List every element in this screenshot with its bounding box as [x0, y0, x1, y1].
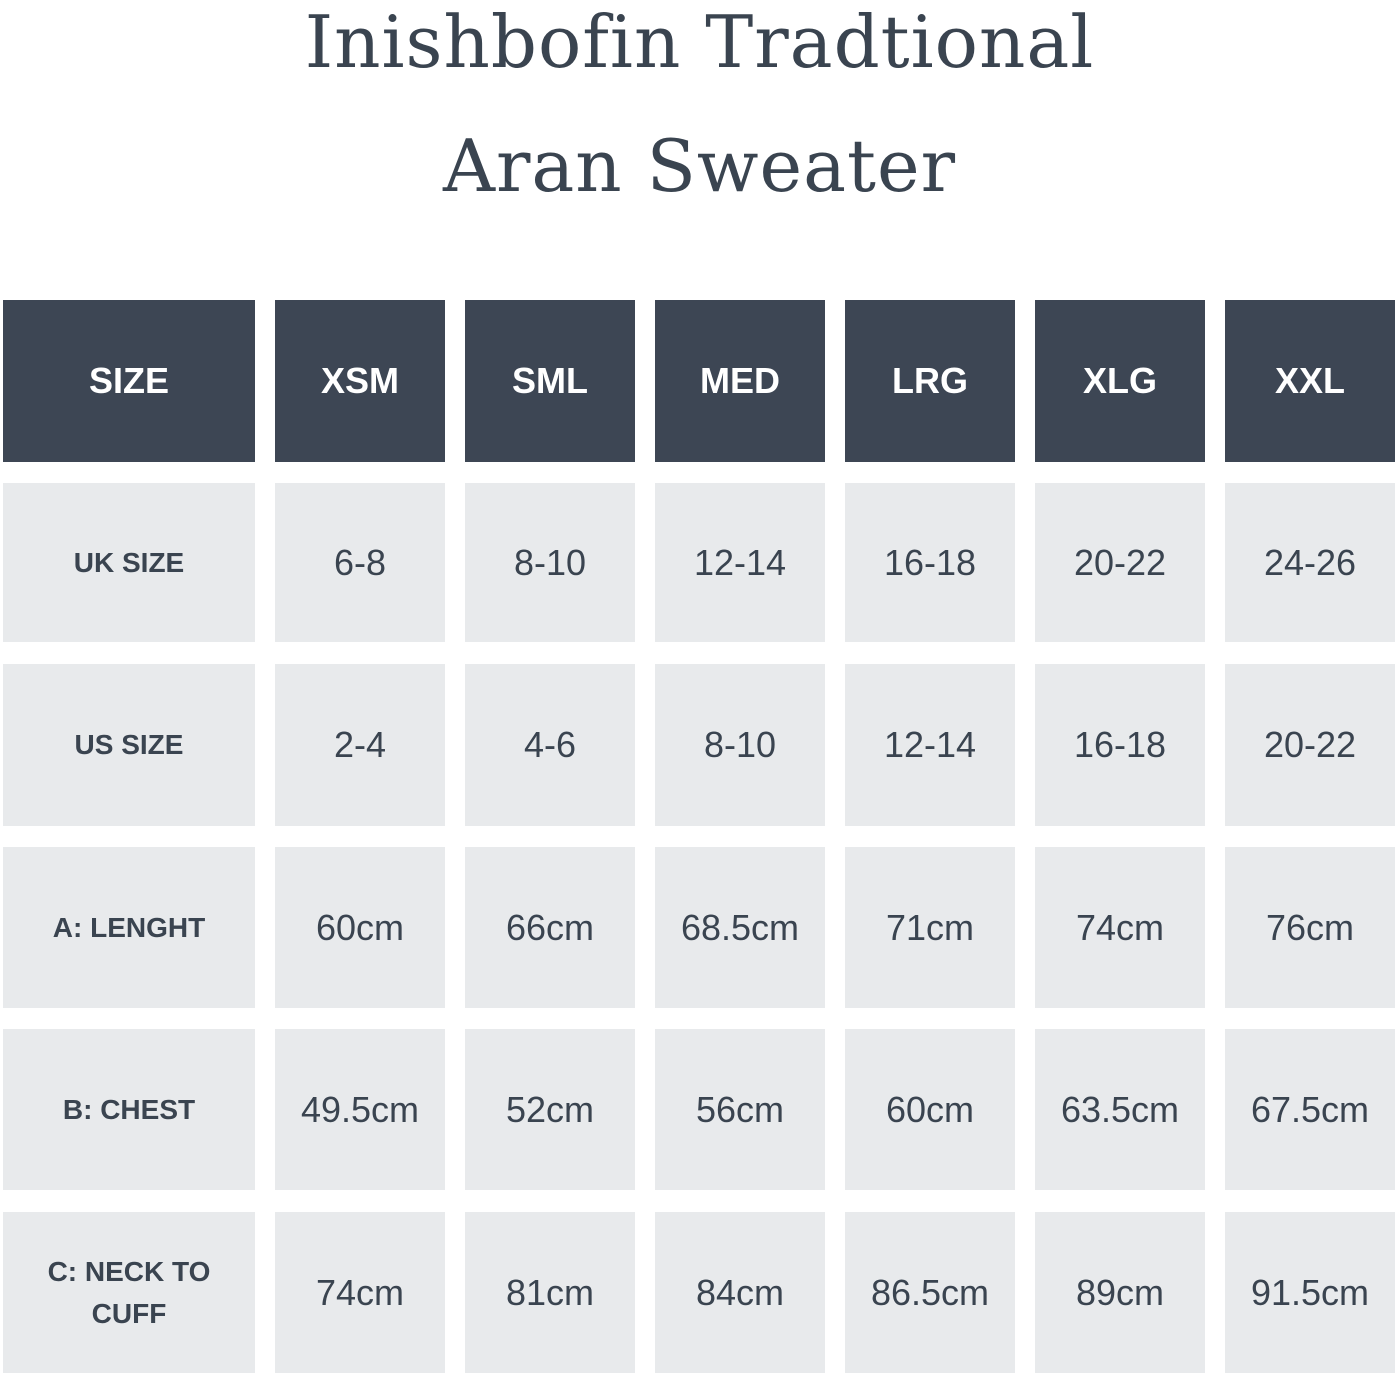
row-label: B: CHEST	[3, 1029, 255, 1190]
table-cell: 8-10	[465, 483, 635, 642]
header-cell: SML	[465, 300, 635, 462]
table-cell: 6-8	[275, 483, 445, 642]
table-cell: 16-18	[845, 483, 1015, 642]
title-line-2: Aran Sweater	[442, 124, 957, 208]
table-cell: 20-22	[1225, 664, 1395, 826]
table-cell: 24-26	[1225, 483, 1395, 642]
header-cell: XXL	[1225, 300, 1395, 462]
table-cell: 74cm	[275, 1212, 445, 1373]
table-cell: 60cm	[845, 1029, 1015, 1190]
header-cell: LRG	[845, 300, 1015, 462]
table-cell: 63.5cm	[1035, 1029, 1205, 1190]
table-cell: 2-4	[275, 664, 445, 826]
table-cell: 12-14	[845, 664, 1015, 826]
header-cell: MED	[655, 300, 825, 462]
table-cell: 67.5cm	[1225, 1029, 1395, 1190]
table-cell: 49.5cm	[275, 1029, 445, 1190]
table-cell: 4-6	[465, 664, 635, 826]
table-cell: 91.5cm	[1225, 1212, 1395, 1373]
table-cell: 84cm	[655, 1212, 825, 1373]
table-cell: 81cm	[465, 1212, 635, 1373]
table-cell: 76cm	[1225, 847, 1395, 1008]
table-cell: 8-10	[655, 664, 825, 826]
table-cell: 71cm	[845, 847, 1015, 1008]
header-cell: XSM	[275, 300, 445, 462]
table-cell: 16-18	[1035, 664, 1205, 826]
row-label: UK SIZE	[3, 483, 255, 642]
table-cell: 74cm	[1035, 847, 1205, 1008]
row-label: US SIZE	[3, 664, 255, 826]
table-cell: 68.5cm	[655, 847, 825, 1008]
table-cell: 60cm	[275, 847, 445, 1008]
table-cell: 52cm	[465, 1029, 635, 1190]
header-cell-size: SIZE	[3, 300, 255, 462]
page-title: Inishbofin Tradtional Aran Sweater	[0, 0, 1399, 228]
table-cell: 20-22	[1035, 483, 1205, 642]
row-label: C: NECK TO CUFF	[3, 1212, 255, 1373]
title-line-1: Inishbofin Tradtional	[304, 0, 1095, 84]
table-cell: 86.5cm	[845, 1212, 1015, 1373]
header-cell: XLG	[1035, 300, 1205, 462]
table-cell: 56cm	[655, 1029, 825, 1190]
table-cell: 66cm	[465, 847, 635, 1008]
row-label: A: LENGHT	[3, 847, 255, 1008]
table-cell: 89cm	[1035, 1212, 1205, 1373]
table-cell: 12-14	[655, 483, 825, 642]
